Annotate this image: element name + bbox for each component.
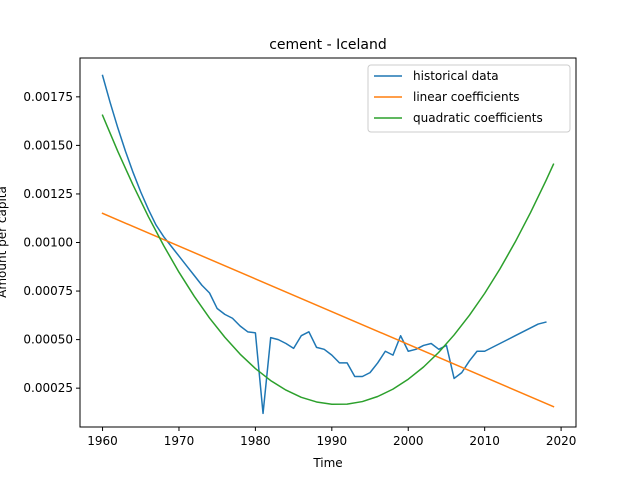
x-tick-label: 2000 [393, 434, 424, 448]
x-tick-label: 1980 [240, 434, 271, 448]
x-axis-label: Time [312, 456, 342, 470]
series-line-1 [101, 212, 555, 408]
series-line-2 [101, 114, 555, 406]
x-tick-label: 1990 [317, 434, 348, 448]
x-tick-label: 1960 [87, 434, 118, 448]
y-axis-ticks: 0.00025 0.00050 0.00075 0.00100 0.00125 0.001… [23, 90, 80, 395]
plot-lines [101, 74, 555, 415]
legend-label-1: linear coefficients [413, 90, 520, 104]
y-tick-label: 0.00100 [23, 236, 73, 250]
y-tick-label: 0.00050 [23, 333, 73, 347]
y-axis-label: Amount per capita [0, 186, 9, 298]
legend-frame [367, 64, 571, 133]
x-axis-ticks: 1960 1970 1980 1990 2000 2010 2020 [87, 427, 576, 448]
x-tick-label: 1970 [164, 434, 195, 448]
x-tick-label: 2020 [546, 434, 577, 448]
y-tick-label: 0.00175 [23, 90, 73, 104]
legend-label-0: historical data [413, 69, 499, 83]
legend-label-2: quadratic coefficients [413, 111, 543, 125]
chart-title: cement - Iceland [269, 37, 387, 53]
y-tick-label: 0.00075 [23, 284, 73, 298]
y-tick-label: 0.00125 [23, 187, 73, 201]
x-tick-label: 2010 [469, 434, 500, 448]
legend: historical data linear coefficients quadra… [367, 64, 571, 133]
y-tick-label: 0.00150 [23, 138, 73, 152]
y-tick-label: 0.00025 [23, 381, 73, 395]
series-line-0 [101, 74, 547, 415]
